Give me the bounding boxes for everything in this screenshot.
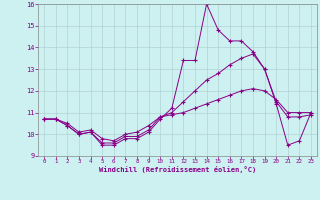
X-axis label: Windchill (Refroidissement éolien,°C): Windchill (Refroidissement éolien,°C) bbox=[99, 166, 256, 173]
